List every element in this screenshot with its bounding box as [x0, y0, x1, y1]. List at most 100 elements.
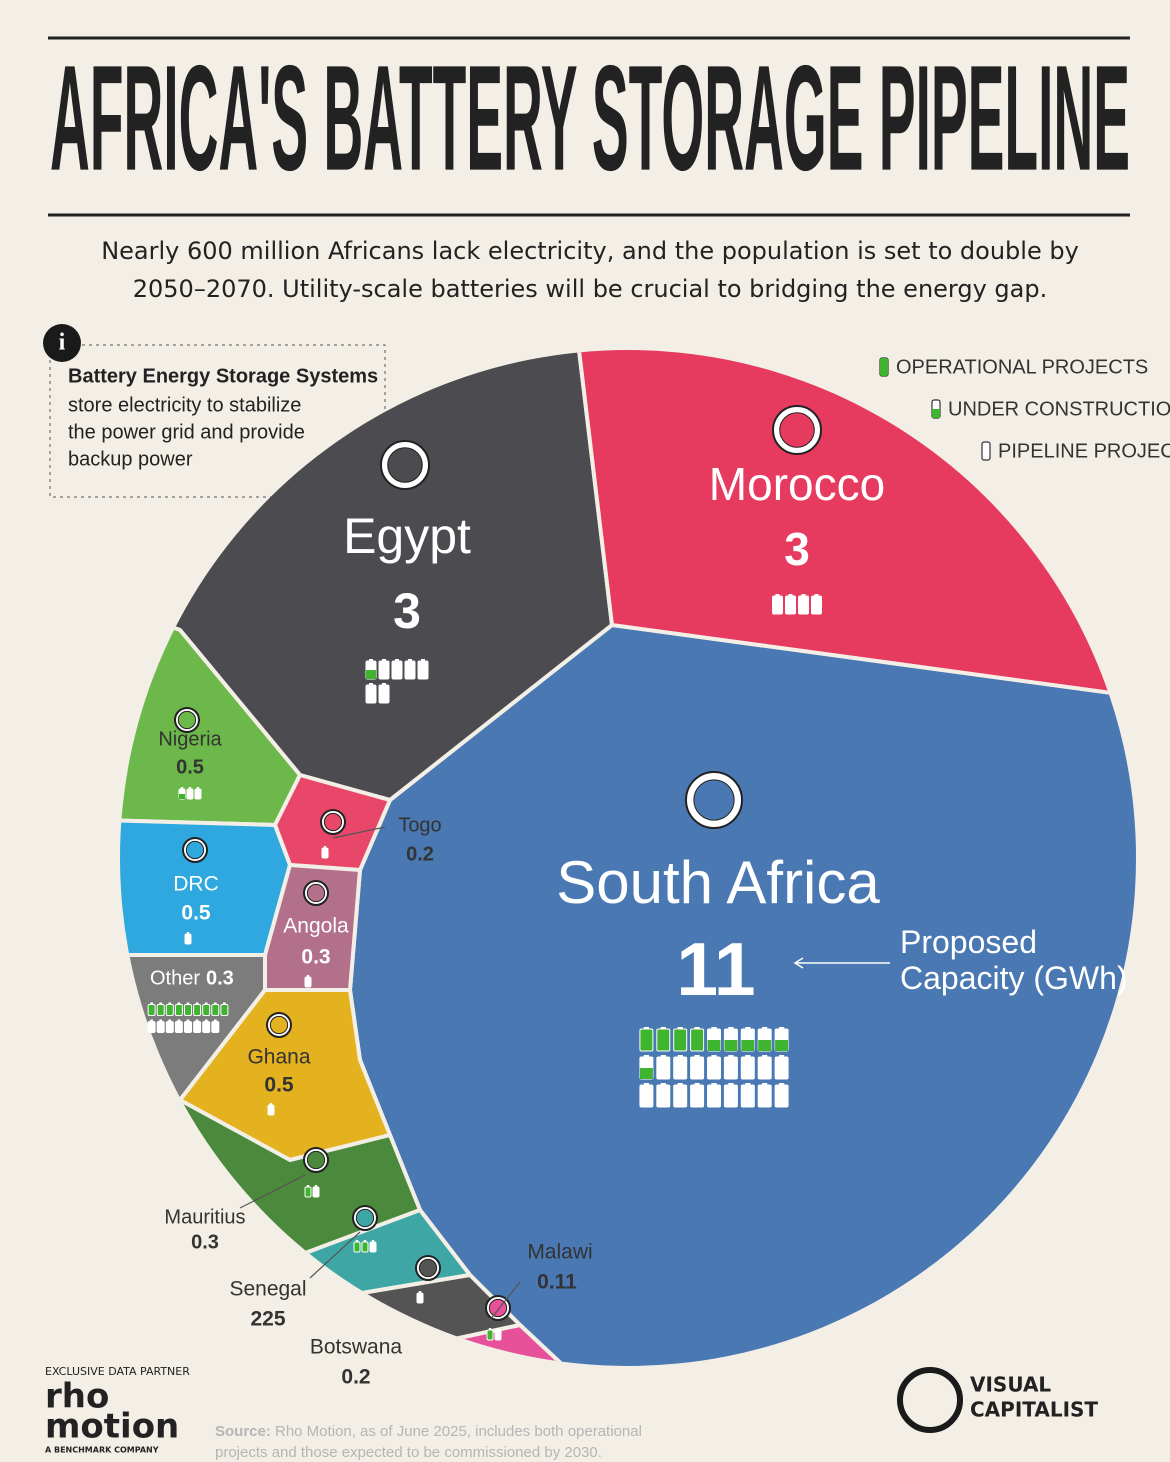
battery-cap [711, 1055, 717, 1057]
info-body: store electricity to stabilize [68, 394, 301, 416]
battery-cap [213, 1002, 217, 1005]
battery [723, 1084, 738, 1108]
battery-cap [779, 1055, 785, 1057]
battery [156, 1004, 165, 1016]
battery-cap [186, 1019, 190, 1022]
labels: South Africa 11 Egypt 3 Morocco 3 Nigeria 0.5 To… [147, 405, 1128, 1389]
battery [656, 1056, 671, 1080]
battery-cap [213, 1019, 217, 1022]
battery [174, 1004, 183, 1016]
value-label: 0.2 [406, 843, 434, 865]
battery-cap [643, 1083, 649, 1085]
battery-cap [408, 659, 412, 661]
flag-inner [185, 840, 205, 860]
battery [186, 788, 194, 800]
battery-group [639, 1027, 789, 1080]
battery [220, 1004, 229, 1016]
category-label: Senegal [229, 1278, 306, 1301]
category-label: Togo [398, 814, 441, 836]
value-label: 0.5 [176, 756, 204, 778]
battery-group [639, 1027, 705, 1052]
battery [165, 1004, 174, 1016]
subtitle: 2050–2070. Utility-scale batteries will … [133, 275, 1047, 303]
battery [798, 595, 809, 615]
legend-fill [932, 409, 940, 418]
battery-cap [677, 1055, 683, 1057]
battery-cap [195, 1002, 199, 1005]
battery-cap [421, 659, 425, 661]
battery [673, 1084, 688, 1108]
flag-inner [323, 812, 343, 832]
category-label: Malawi [527, 1241, 592, 1264]
battery-cap [204, 1002, 208, 1005]
battery-group [186, 787, 202, 800]
flag-inner [779, 412, 815, 448]
battery-group [147, 1002, 229, 1016]
partner-label: EXCLUSIVE DATA PARTNER [45, 1365, 190, 1378]
battery-cap [788, 594, 793, 596]
battery [202, 1004, 211, 1016]
category-label: Nigeria [158, 728, 222, 750]
info-body: backup power [68, 448, 193, 470]
category-label: Other [150, 967, 200, 989]
battery-cap [762, 1083, 768, 1085]
battery-cap [488, 1328, 492, 1330]
battery-cap [306, 975, 310, 977]
battery-fill [366, 670, 376, 679]
battery [378, 684, 390, 704]
battery [365, 684, 377, 704]
battery-group [304, 1185, 312, 1198]
battery-fill [741, 1040, 755, 1051]
battery [494, 1329, 502, 1341]
battery-cap [762, 1027, 768, 1029]
battery-cap [694, 1027, 700, 1029]
brand: VISUAL [970, 1373, 1051, 1397]
partner-name: motion [45, 1407, 179, 1447]
battery [707, 1084, 721, 1108]
leader [489, 1281, 521, 1321]
battery-cap [660, 1027, 666, 1029]
value-label: 0.3 [206, 967, 234, 989]
category-label: South Africa [556, 849, 880, 916]
flag-inner [306, 1150, 326, 1170]
battery-cap [186, 932, 190, 934]
battery-group [184, 932, 192, 945]
battery-cap [168, 1019, 172, 1022]
leader [332, 826, 386, 839]
battery [353, 1241, 361, 1253]
battery-cap [204, 1019, 208, 1022]
battery-cap [186, 1002, 190, 1005]
battery [673, 1056, 688, 1080]
battery [391, 660, 403, 680]
battery-group [304, 975, 312, 988]
leader [239, 1174, 306, 1209]
value-label: 225 [250, 1308, 285, 1331]
battery-cap [306, 1185, 310, 1187]
chart-title: AFRICA'S BATTERY STORAGE PIPELINE [50, 34, 1130, 202]
battery [723, 1056, 738, 1080]
battery [165, 1021, 174, 1033]
battery-cap [150, 1002, 153, 1005]
flag-inner [177, 710, 197, 730]
battery-cap [395, 659, 399, 661]
battery-fill [639, 1068, 653, 1079]
battery-cap [643, 1055, 649, 1057]
battery-cap [694, 1055, 700, 1057]
battery-fill [775, 1040, 789, 1051]
battery [147, 1021, 156, 1033]
legend-label: PIPELINE PROJECTS [998, 440, 1170, 462]
battery-group [772, 594, 822, 615]
battery-cap [180, 787, 184, 789]
source-text: projects and those expected to be commis… [215, 1444, 602, 1461]
battery [639, 1028, 654, 1052]
value-label: 0.3 [301, 946, 330, 969]
battery [156, 1021, 165, 1033]
battery [656, 1028, 671, 1052]
battery-cap [728, 1027, 734, 1029]
battery [321, 847, 329, 859]
battery-cap [369, 683, 373, 685]
flag-inner [269, 1015, 289, 1035]
battery-group [416, 1291, 424, 1304]
battery [417, 660, 429, 680]
value-label: 0.5 [264, 1074, 294, 1097]
